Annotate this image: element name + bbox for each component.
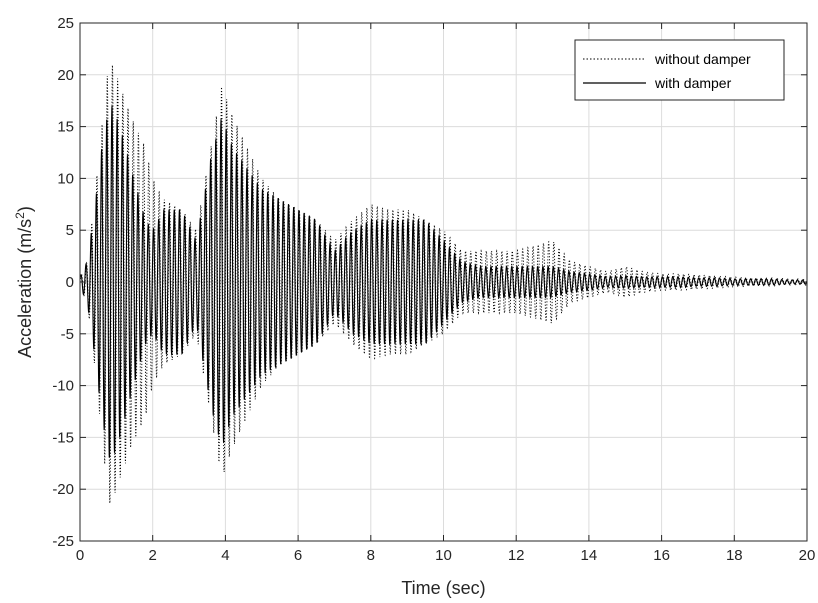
y-tick-label: -20 <box>52 481 74 498</box>
x-axis-label: Time (sec) <box>401 578 485 598</box>
x-tick-label: 14 <box>581 547 598 564</box>
y-tick-label: 5 <box>66 222 74 239</box>
series-line-with-damper <box>79 105 808 458</box>
y-axis-label: Acceleration (m/s2) <box>13 206 35 358</box>
x-tick-label: 0 <box>76 547 84 564</box>
legend: without damper with damper <box>574 39 785 101</box>
y-axis-label-close: ) <box>15 206 35 212</box>
y-tick-label: 20 <box>57 67 74 84</box>
y-tick-label: 15 <box>57 119 74 136</box>
x-tick-label: 18 <box>726 547 743 564</box>
y-tick-labels: -25 -20 -15 -10 -5 0 5 10 15 20 25 <box>52 15 74 550</box>
x-tick-label: 8 <box>367 547 375 564</box>
x-tick-label: 10 <box>435 547 452 564</box>
series-line-without-damper <box>79 64 808 504</box>
x-tick-label: 16 <box>653 547 670 564</box>
x-tick-label: 12 <box>508 547 525 564</box>
legend-label-without-damper: without damper <box>654 51 751 67</box>
y-axis-label-sup: 2 <box>13 212 27 219</box>
tick-marks <box>79 22 808 542</box>
y-tick-label: -25 <box>52 533 74 550</box>
x-tick-label: 20 <box>799 547 816 564</box>
y-tick-label: -5 <box>61 326 74 343</box>
y-tick-label: 25 <box>57 15 74 32</box>
legend-label-with-damper: with damper <box>654 75 732 91</box>
y-axis-label-main: Acceleration (m/s <box>15 219 35 358</box>
y-tick-label: 0 <box>66 274 74 291</box>
x-tick-label: 6 <box>294 547 302 564</box>
series-layer <box>79 64 808 504</box>
x-tick-label: 2 <box>149 547 157 564</box>
legend-box <box>574 39 785 101</box>
x-tick-label: 4 <box>221 547 229 564</box>
x-tick-labels: 0 2 4 6 8 10 12 14 16 18 20 <box>76 547 816 564</box>
y-tick-label: -15 <box>52 429 74 446</box>
y-tick-label: 10 <box>57 170 74 187</box>
y-tick-label: -10 <box>52 378 74 395</box>
